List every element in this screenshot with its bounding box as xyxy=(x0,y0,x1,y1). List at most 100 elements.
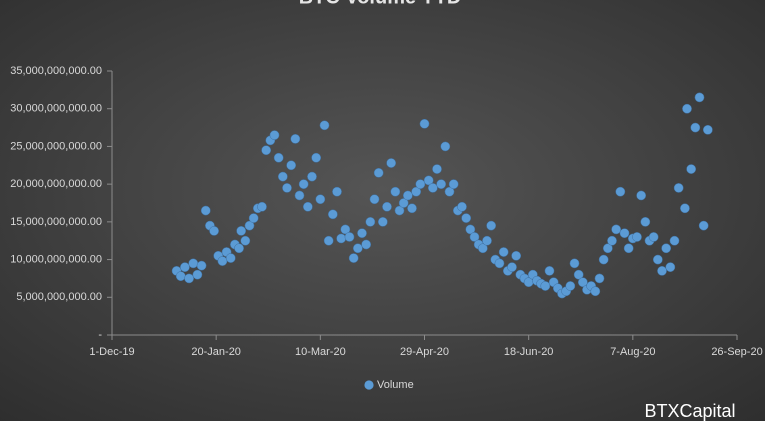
point xyxy=(332,186,342,197)
point xyxy=(665,262,676,272)
point xyxy=(486,220,497,231)
point xyxy=(686,164,697,174)
point xyxy=(398,198,409,208)
point xyxy=(694,92,705,103)
point xyxy=(307,171,317,182)
point xyxy=(507,262,517,272)
point xyxy=(225,253,236,263)
point xyxy=(200,205,211,216)
point xyxy=(698,220,709,231)
x-tick-label: 1-Dec-19 xyxy=(89,346,134,358)
point xyxy=(423,175,434,186)
point xyxy=(192,269,203,280)
point xyxy=(415,179,426,189)
point xyxy=(436,179,447,189)
point xyxy=(673,183,684,193)
x-tick-label: 7-Aug-20 xyxy=(610,346,655,358)
chart-title: BTC Volume YTD xyxy=(299,0,462,8)
point xyxy=(311,152,322,163)
y-tick-label: 10,000,000,000.00 xyxy=(10,253,102,265)
point xyxy=(682,103,692,114)
watermark: BTXCapital xyxy=(644,401,735,421)
point xyxy=(196,260,207,271)
point xyxy=(494,258,505,269)
point xyxy=(302,201,313,212)
point xyxy=(402,190,413,201)
point xyxy=(184,273,194,284)
point xyxy=(290,134,301,144)
point xyxy=(440,141,451,152)
point xyxy=(640,217,651,227)
point xyxy=(282,183,292,193)
point xyxy=(577,277,588,288)
point xyxy=(175,271,186,282)
point xyxy=(286,160,297,171)
point xyxy=(277,171,288,182)
point xyxy=(602,243,613,254)
point xyxy=(217,256,228,266)
y-tick-label: 20,000,000,000.00 xyxy=(10,178,102,190)
legend-label: Volume xyxy=(377,379,414,391)
point xyxy=(244,220,255,231)
x-tick-label: 18-Jun-20 xyxy=(504,346,554,358)
point xyxy=(444,186,455,197)
point xyxy=(269,130,280,140)
y-tick-label: 35,000,000,000.00 xyxy=(10,65,102,77)
point xyxy=(419,118,430,129)
point xyxy=(661,243,672,254)
point xyxy=(336,233,347,244)
point xyxy=(573,269,584,280)
point xyxy=(209,226,219,236)
point xyxy=(323,235,334,246)
point xyxy=(465,224,476,235)
point xyxy=(390,186,401,197)
point xyxy=(657,266,667,276)
legend-marker xyxy=(364,380,374,390)
point xyxy=(273,152,284,163)
point xyxy=(702,124,713,135)
point xyxy=(261,145,272,156)
point xyxy=(319,120,330,131)
point xyxy=(294,190,305,201)
point xyxy=(477,243,488,254)
point xyxy=(540,281,551,291)
point xyxy=(315,194,326,205)
point xyxy=(236,226,247,236)
y-tick-label: 5,000,000,000.00 xyxy=(16,291,102,303)
point xyxy=(240,235,251,246)
y-tick-label: 15,000,000,000.00 xyxy=(10,216,102,228)
point xyxy=(432,164,442,174)
y-tick-label: 30,000,000,000.00 xyxy=(10,103,102,115)
point xyxy=(669,235,680,246)
point xyxy=(611,224,622,235)
point xyxy=(382,201,392,212)
point xyxy=(680,203,690,214)
point xyxy=(690,122,701,133)
point xyxy=(180,262,190,272)
point xyxy=(365,217,376,227)
point xyxy=(619,228,630,239)
x-tick-label: 26-Sep-20 xyxy=(711,346,762,358)
point xyxy=(357,228,367,239)
point xyxy=(386,158,397,168)
point xyxy=(469,232,480,242)
point xyxy=(369,194,380,205)
x-tick-label: 20-Jan-20 xyxy=(191,346,241,358)
point xyxy=(352,243,363,254)
point xyxy=(598,254,609,265)
y-tick-label: 25,000,000,000.00 xyxy=(10,140,102,152)
point xyxy=(344,232,355,242)
point xyxy=(188,258,199,269)
point xyxy=(407,203,417,214)
point xyxy=(348,253,359,263)
point xyxy=(377,217,388,227)
point xyxy=(498,247,509,257)
point xyxy=(457,201,467,212)
point xyxy=(594,273,605,284)
point xyxy=(461,213,472,223)
point xyxy=(623,243,634,254)
point xyxy=(632,232,642,242)
point xyxy=(298,179,309,189)
